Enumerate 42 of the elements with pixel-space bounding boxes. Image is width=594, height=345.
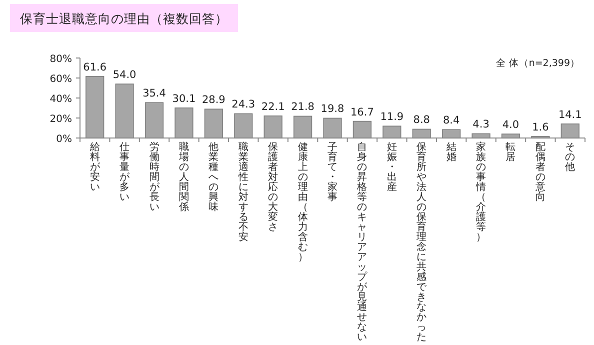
- xtick: 保護者対応の大変さ: [267, 143, 280, 235]
- data-label: 30.1: [172, 92, 196, 105]
- data-label: 54.0: [112, 69, 136, 81]
- xtick: 労働時間が長い: [148, 143, 160, 215]
- xtick: 自身の昇格等のキャリアアップが見通せない: [356, 143, 368, 343]
- xtick: 他業種への興味: [208, 143, 220, 215]
- data-label: 8.4: [442, 114, 460, 127]
- xtick: 職業適性に対する不安: [237, 143, 250, 245]
- data-label: 1.6: [532, 121, 550, 134]
- data-label: 22.1: [261, 100, 285, 113]
- xtick: 家族の事情（介護等）: [475, 143, 488, 245]
- data-label: 16.7: [350, 106, 374, 118]
- data-label: 4.0: [502, 119, 520, 131]
- title: 保育士退職意向の理由（複数回答）: [10, 4, 238, 32]
- y-tick-label: 80%: [50, 54, 72, 65]
- xtick: 配偶者の意向: [534, 143, 546, 205]
- data-label: 4.3: [472, 118, 490, 131]
- data-label: 19.8: [320, 103, 344, 116]
- chart-title: 保育士退職意向の理由（複数回答）: [20, 11, 228, 26]
- y-tick-label: 20%: [50, 114, 72, 125]
- y-tick-label: 40%: [50, 94, 72, 105]
- data-label: 61.6: [83, 61, 107, 74]
- annotation: 全 体（n=2,399）: [496, 57, 580, 69]
- data-label: 21.8: [291, 101, 314, 114]
- data-label: 8.8: [413, 114, 430, 126]
- data-label: 11.9: [380, 111, 404, 124]
- xtick: 仕事量が多い: [118, 143, 131, 205]
- data-label: 35.4: [142, 88, 166, 100]
- y-tick-label: 0%: [56, 134, 72, 145]
- xtick: 結婚: [445, 143, 458, 165]
- xtick: 職場の人間関係: [178, 143, 190, 215]
- xtick: 健康上の理由（体力含む）: [296, 143, 309, 265]
- xtick: 転居: [504, 143, 517, 165]
- data-label: 24.3: [232, 98, 256, 111]
- y-tick-label: 60%: [50, 74, 72, 85]
- xtick: 保育所や法人の保育理念に共感できなかった: [416, 143, 428, 343]
- data-label: 14.1: [558, 108, 582, 121]
- xtick: 給料が安い: [88, 143, 101, 195]
- xtick: 妊娠・出産: [386, 143, 398, 195]
- xtick: 子育て・家事: [326, 143, 338, 205]
- data-label: 28.9: [202, 94, 226, 106]
- xtick: その他: [564, 143, 576, 175]
